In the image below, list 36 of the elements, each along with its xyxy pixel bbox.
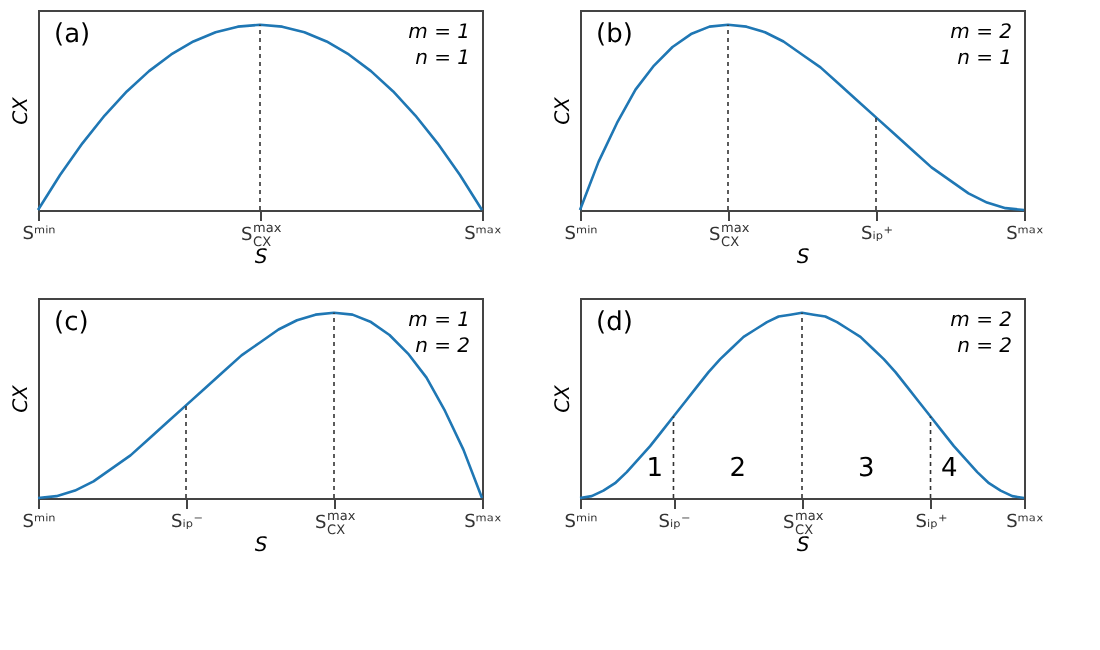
x-tick-label: Sᵐᵃˣ [464, 513, 502, 533]
annotation: (a) [54, 20, 91, 50]
y-axis-title: CX [553, 94, 575, 125]
x-tick-label: Sᵢₚ⁻ [658, 513, 691, 533]
annotation: 1 [646, 454, 664, 484]
y-axis-title: CX [553, 382, 575, 413]
x-tick-label: Sᵐᵃˣ [1006, 225, 1044, 245]
x-tick-label: Sᵐᵃˣ [1006, 513, 1044, 533]
annotation: n = 1 [957, 48, 1012, 70]
x-tick-label: Sᵐᵃˣ [464, 225, 502, 245]
x-axis-title: S [796, 535, 811, 557]
annotation: m = 1 [408, 310, 470, 332]
annotation: m = 2 [950, 22, 1012, 44]
x-axis-title: S [254, 535, 269, 557]
x-tick-label: Sᵐⁱⁿ [22, 225, 57, 245]
annotation: 2 [729, 454, 747, 484]
annotation: m = 2 [950, 310, 1012, 332]
x-axis-title: S [254, 247, 269, 269]
x-tick-label: Sᵢₚ⁻ [171, 513, 204, 533]
annotation: m = 1 [408, 22, 470, 44]
x-tick-label: Sᵐⁱⁿ [564, 513, 599, 533]
annotation: n = 2 [957, 336, 1012, 358]
annotation: n = 2 [415, 336, 470, 358]
annotation: 4 [940, 454, 958, 484]
x-tick-label: Sᵐⁱⁿ [22, 513, 57, 533]
y-axis-title: CX [11, 94, 33, 125]
annotation: 3 [857, 454, 875, 484]
y-axis-title: CX [11, 382, 33, 413]
annotation: (c) [54, 308, 89, 338]
x-tick-label: Sᵐⁱⁿ [564, 225, 599, 245]
x-tick-label: Sᵢₚ⁺ [861, 225, 894, 245]
annotation: n = 1 [415, 48, 470, 70]
annotation: (b) [596, 20, 633, 50]
x-tick-label: Sᵢₚ⁺ [915, 513, 948, 533]
x-axis-title: S [796, 247, 811, 269]
annotation: (d) [596, 308, 633, 338]
